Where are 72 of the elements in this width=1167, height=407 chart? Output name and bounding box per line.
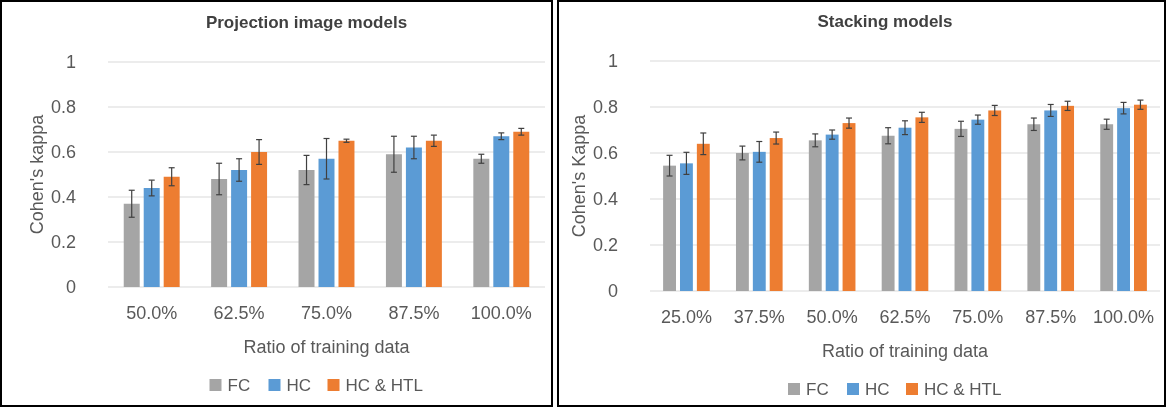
bar bbox=[1027, 124, 1041, 291]
y-tick-label: 0.2 bbox=[50, 232, 76, 253]
bar bbox=[769, 138, 783, 291]
x-tick-label: 50.0% bbox=[806, 307, 858, 327]
x-tick-label: 50.0% bbox=[126, 303, 178, 323]
y-tick-label: 0.4 bbox=[592, 189, 618, 210]
legend-label: FC bbox=[806, 379, 829, 399]
legend-label: HC & HTL bbox=[345, 375, 423, 395]
y-axis-title: Cohen's Kappa bbox=[569, 113, 589, 238]
y-tick-label: 0.2 bbox=[592, 235, 618, 256]
y-tick-label: 0.8 bbox=[50, 97, 76, 118]
bar bbox=[679, 163, 693, 291]
bar bbox=[385, 154, 402, 287]
bar bbox=[696, 143, 710, 291]
y-tick-label: 1 bbox=[65, 52, 76, 73]
bar bbox=[425, 140, 442, 287]
chart-title: Stacking models bbox=[817, 12, 953, 31]
y-tick-label: 0.6 bbox=[50, 142, 76, 163]
x-tick-label: 87.5% bbox=[1025, 307, 1077, 327]
x-tick-label: 75.0% bbox=[952, 307, 1004, 327]
x-axis-title: Ratio of training data bbox=[243, 337, 411, 357]
bar bbox=[163, 176, 180, 287]
bar bbox=[318, 158, 335, 287]
x-tick-label: 75.0% bbox=[300, 303, 353, 323]
bar bbox=[143, 188, 160, 287]
bar bbox=[663, 165, 676, 291]
bar bbox=[971, 119, 985, 291]
bar bbox=[211, 179, 228, 287]
bar bbox=[808, 140, 822, 291]
bar bbox=[338, 140, 355, 287]
legend-label: FC bbox=[227, 375, 251, 395]
bar bbox=[1100, 124, 1114, 291]
bar bbox=[881, 135, 895, 291]
x-tick-label: 62.5% bbox=[879, 307, 931, 327]
x-axis-title: Ratio of training data bbox=[821, 341, 990, 361]
y-axis-title: Cohen's kappa bbox=[27, 113, 47, 235]
bar bbox=[988, 110, 1002, 291]
x-tick-label: 87.5% bbox=[388, 303, 440, 323]
bar bbox=[231, 170, 248, 287]
bar bbox=[1044, 110, 1058, 291]
bar bbox=[752, 151, 766, 291]
y-tick-label: 0.4 bbox=[50, 187, 76, 208]
bar bbox=[915, 117, 929, 291]
y-tick-label: 1 bbox=[607, 51, 618, 72]
x-tick-label: 100.0% bbox=[470, 303, 532, 323]
y-tick-label: 0.6 bbox=[592, 143, 618, 164]
bar bbox=[123, 203, 140, 287]
bar bbox=[954, 128, 968, 291]
bar bbox=[513, 131, 530, 287]
y-tick-label: 0 bbox=[607, 281, 618, 302]
bar bbox=[735, 153, 749, 291]
bar bbox=[405, 147, 422, 287]
x-tick-label: 62.5% bbox=[213, 303, 265, 323]
bar bbox=[298, 170, 315, 287]
legend-label: HC bbox=[865, 379, 890, 399]
x-tick-label: 25.0% bbox=[660, 307, 712, 327]
bar bbox=[473, 158, 490, 287]
bar bbox=[1061, 105, 1075, 291]
bar bbox=[493, 136, 510, 287]
bar bbox=[898, 127, 912, 291]
x-tick-label: 100.0% bbox=[1093, 307, 1155, 327]
x-tick-label: 37.5% bbox=[733, 307, 785, 327]
bar bbox=[825, 134, 839, 291]
bar bbox=[251, 152, 268, 287]
y-tick-label: 0.8 bbox=[592, 97, 618, 118]
y-tick-label: 0 bbox=[65, 277, 76, 298]
bar bbox=[1134, 104, 1147, 291]
chart-title: Projection image models bbox=[205, 13, 408, 32]
bar bbox=[842, 123, 856, 291]
legend-label: HC & HTL bbox=[924, 379, 1002, 399]
bar bbox=[1117, 108, 1131, 291]
legend-label: HC bbox=[286, 375, 312, 395]
